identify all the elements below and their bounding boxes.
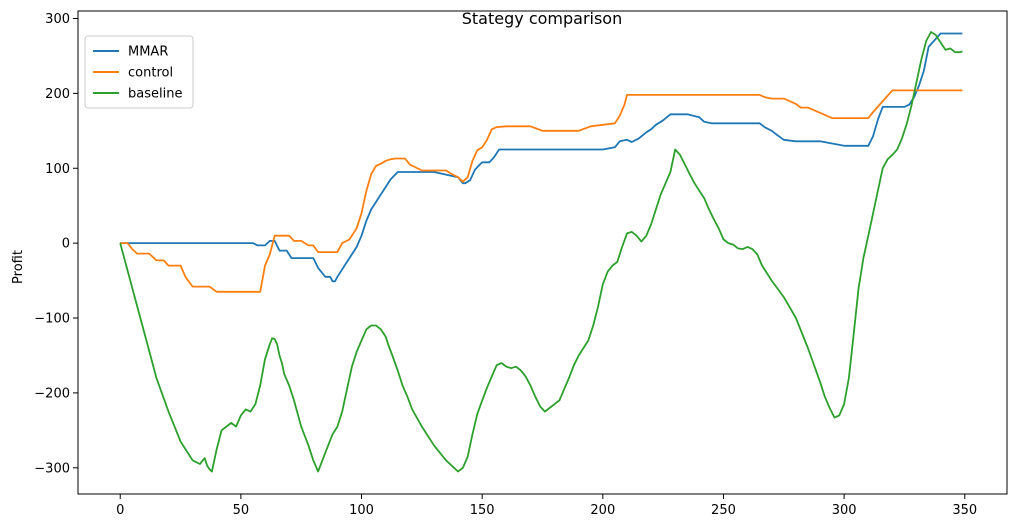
x-tick-label: 100 [349,503,374,518]
x-tick-label: 150 [470,503,495,518]
x-tick-label: 0 [116,503,124,518]
y-tick-label: 200 [45,87,70,102]
series-line-baseline [119,31,963,473]
y-axis-label: Profit [11,250,26,284]
y-tick-label: −200 [34,386,70,401]
legend-label: MMAR [128,45,168,60]
legend-box [84,35,194,109]
series-group [119,31,963,473]
y-tick-label: −100 [34,312,70,327]
chart-title: Stategy comparison [462,9,622,28]
x-tick-label: 50 [233,503,250,518]
x-tick-label: 200 [590,503,615,518]
series-line-control [120,89,963,293]
plot-frame [77,10,1008,495]
y-tick-label: 100 [45,162,70,177]
series-line-MMAR [120,32,963,283]
x-tick-label: 350 [952,503,977,518]
legend: MMAR control baseline [84,35,194,109]
y-tick-label: 300 [45,12,70,27]
y-tick-label: 0 [62,237,70,252]
x-tick-label: 300 [832,503,857,518]
legend-label: control [128,66,173,81]
axis-ticks: 0 50 100 150 200 250 300 350 −300 −200 −100 0 100 200… [34,12,977,518]
y-tick-label: −300 [34,461,70,476]
x-tick-label: 250 [711,503,736,518]
legend-label: baseline [128,87,182,102]
